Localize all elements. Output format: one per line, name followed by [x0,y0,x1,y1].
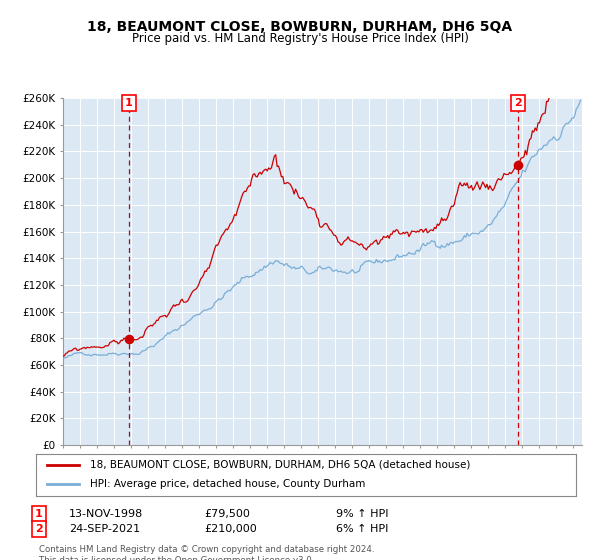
Text: Contains HM Land Registry data © Crown copyright and database right 2024.
This d: Contains HM Land Registry data © Crown c… [39,545,374,560]
Text: 18, BEAUMONT CLOSE, BOWBURN, DURHAM, DH6 5QA: 18, BEAUMONT CLOSE, BOWBURN, DURHAM, DH6… [88,20,512,34]
Text: 6% ↑ HPI: 6% ↑ HPI [336,524,388,534]
Text: Price paid vs. HM Land Registry's House Price Index (HPI): Price paid vs. HM Land Registry's House … [131,32,469,45]
Text: 9% ↑ HPI: 9% ↑ HPI [336,509,389,519]
Point [124,334,134,343]
Text: 2: 2 [35,524,43,534]
Text: 2: 2 [514,98,522,108]
Text: £210,000: £210,000 [204,524,257,534]
Text: HPI: Average price, detached house, County Durham: HPI: Average price, detached house, Coun… [90,479,365,489]
Text: 1: 1 [35,509,43,519]
Text: 13-NOV-1998: 13-NOV-1998 [69,509,143,519]
Text: 1: 1 [125,98,133,108]
Text: 18, BEAUMONT CLOSE, BOWBURN, DURHAM, DH6 5QA (detached house): 18, BEAUMONT CLOSE, BOWBURN, DURHAM, DH6… [90,460,470,470]
Text: 24-SEP-2021: 24-SEP-2021 [69,524,140,534]
Text: £79,500: £79,500 [204,509,250,519]
Point [513,160,523,169]
